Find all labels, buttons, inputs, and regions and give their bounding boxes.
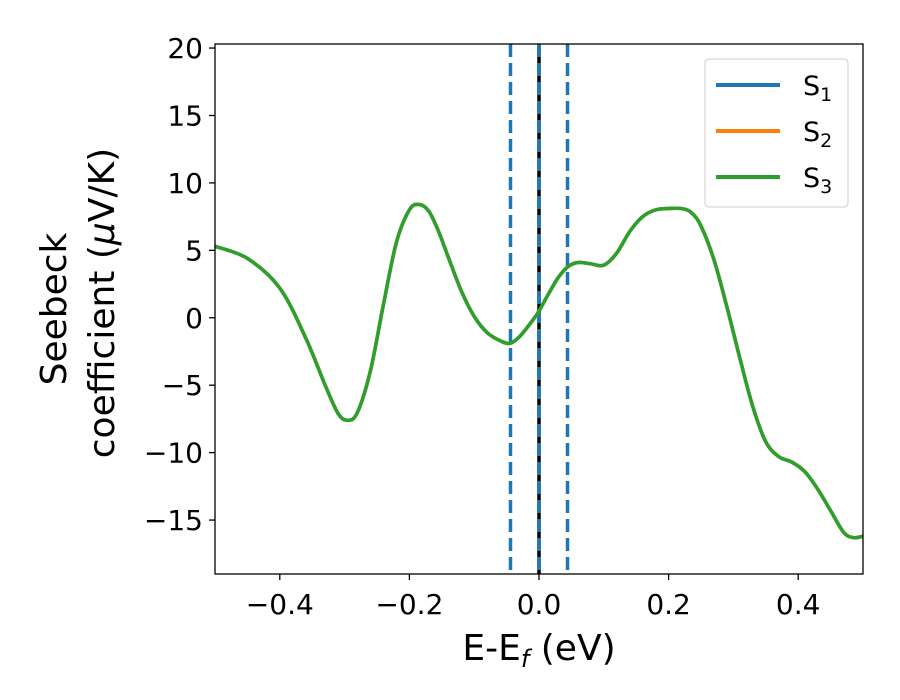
legend-label-s2: S2 <box>803 117 832 152</box>
y-tick-label: 15 <box>167 99 203 132</box>
series-lines <box>215 202 863 540</box>
legend: S1 S2 S3 <box>704 58 849 208</box>
x-axis-ticks: −0.4 −0.2 0.0 0.2 0.4 <box>246 574 821 621</box>
y-tick-label: 5 <box>185 234 203 267</box>
y-tick-label: −5 <box>162 369 203 402</box>
series-line-s3 <box>215 202 863 540</box>
x-tick-label: −0.2 <box>375 588 443 621</box>
legend-label-s3: S3 <box>803 163 832 198</box>
x-tick-label: 0.0 <box>517 588 562 621</box>
y-tick-label: 10 <box>167 167 203 200</box>
y-tick-label: −10 <box>144 437 203 470</box>
x-tick-label: 0.2 <box>646 588 691 621</box>
legend-label-s1: S1 <box>803 71 832 106</box>
y-tick-label: −15 <box>144 504 203 537</box>
x-tick-label: 0.4 <box>776 588 821 621</box>
y-tick-label: 20 <box>167 32 203 65</box>
y-axis-title-line1: Seebeck <box>34 232 75 385</box>
y-axis-ticks: 20 15 10 5 0 −5 −10 −15 <box>144 32 215 537</box>
y-tick-label: 0 <box>185 302 203 335</box>
x-tick-label: −0.4 <box>246 588 314 621</box>
x-axis-title: E-Ef (eV) <box>462 628 615 673</box>
y-axis-title-line2: coefficient (μV/K) <box>82 148 123 458</box>
